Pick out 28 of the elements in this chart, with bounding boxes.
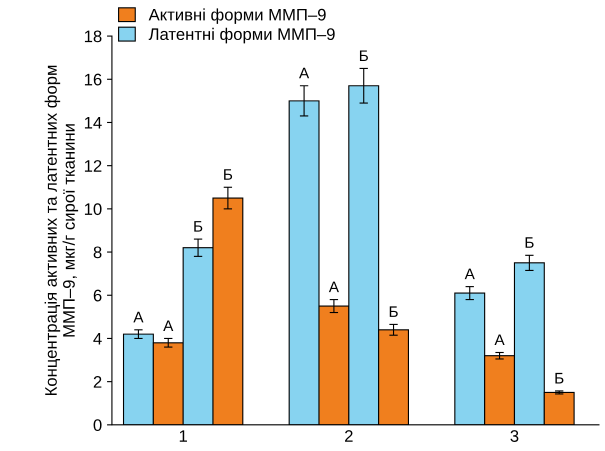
- data-label: А: [328, 282, 339, 292]
- y-tick-label: 14: [84, 117, 102, 129]
- x-tick-label: 2: [345, 430, 353, 442]
- data-label: Б: [224, 169, 232, 180]
- legend-label: Активні форми ММП–9: [148, 8, 326, 24]
- y-axis-title: Концентрація активних та латентних форм ММП–9, мкг/г сирої тканини: [44, 66, 78, 395]
- y-tick-label: 0: [94, 419, 102, 432]
- x-tick-label: 3: [510, 430, 518, 442]
- y-tick-label: 8: [94, 246, 102, 258]
- data-label: Б: [360, 50, 368, 61]
- data-label: А: [133, 312, 144, 322]
- y-tick-label: 10: [84, 203, 102, 216]
- y-tick-label: 2: [94, 376, 102, 388]
- y-tick-label: 18: [84, 30, 102, 42]
- y-tick-label: 4: [93, 333, 102, 344]
- data-label: Б: [555, 372, 564, 384]
- legend-label: Латентні форми ММП–9: [148, 28, 335, 44]
- y-tick-label: 6: [94, 290, 102, 302]
- data-label: А: [299, 68, 310, 78]
- data-label: А: [163, 320, 174, 331]
- data-label: А: [464, 268, 475, 280]
- y-tick-label: 16: [84, 74, 102, 86]
- y-tick-label: 12: [84, 160, 102, 172]
- data-label: Б: [194, 221, 202, 232]
- data-label: Б: [390, 306, 398, 317]
- data-label: А: [494, 334, 505, 345]
- x-tick-label: 1: [180, 430, 187, 442]
- data-label: Б: [526, 237, 534, 248]
